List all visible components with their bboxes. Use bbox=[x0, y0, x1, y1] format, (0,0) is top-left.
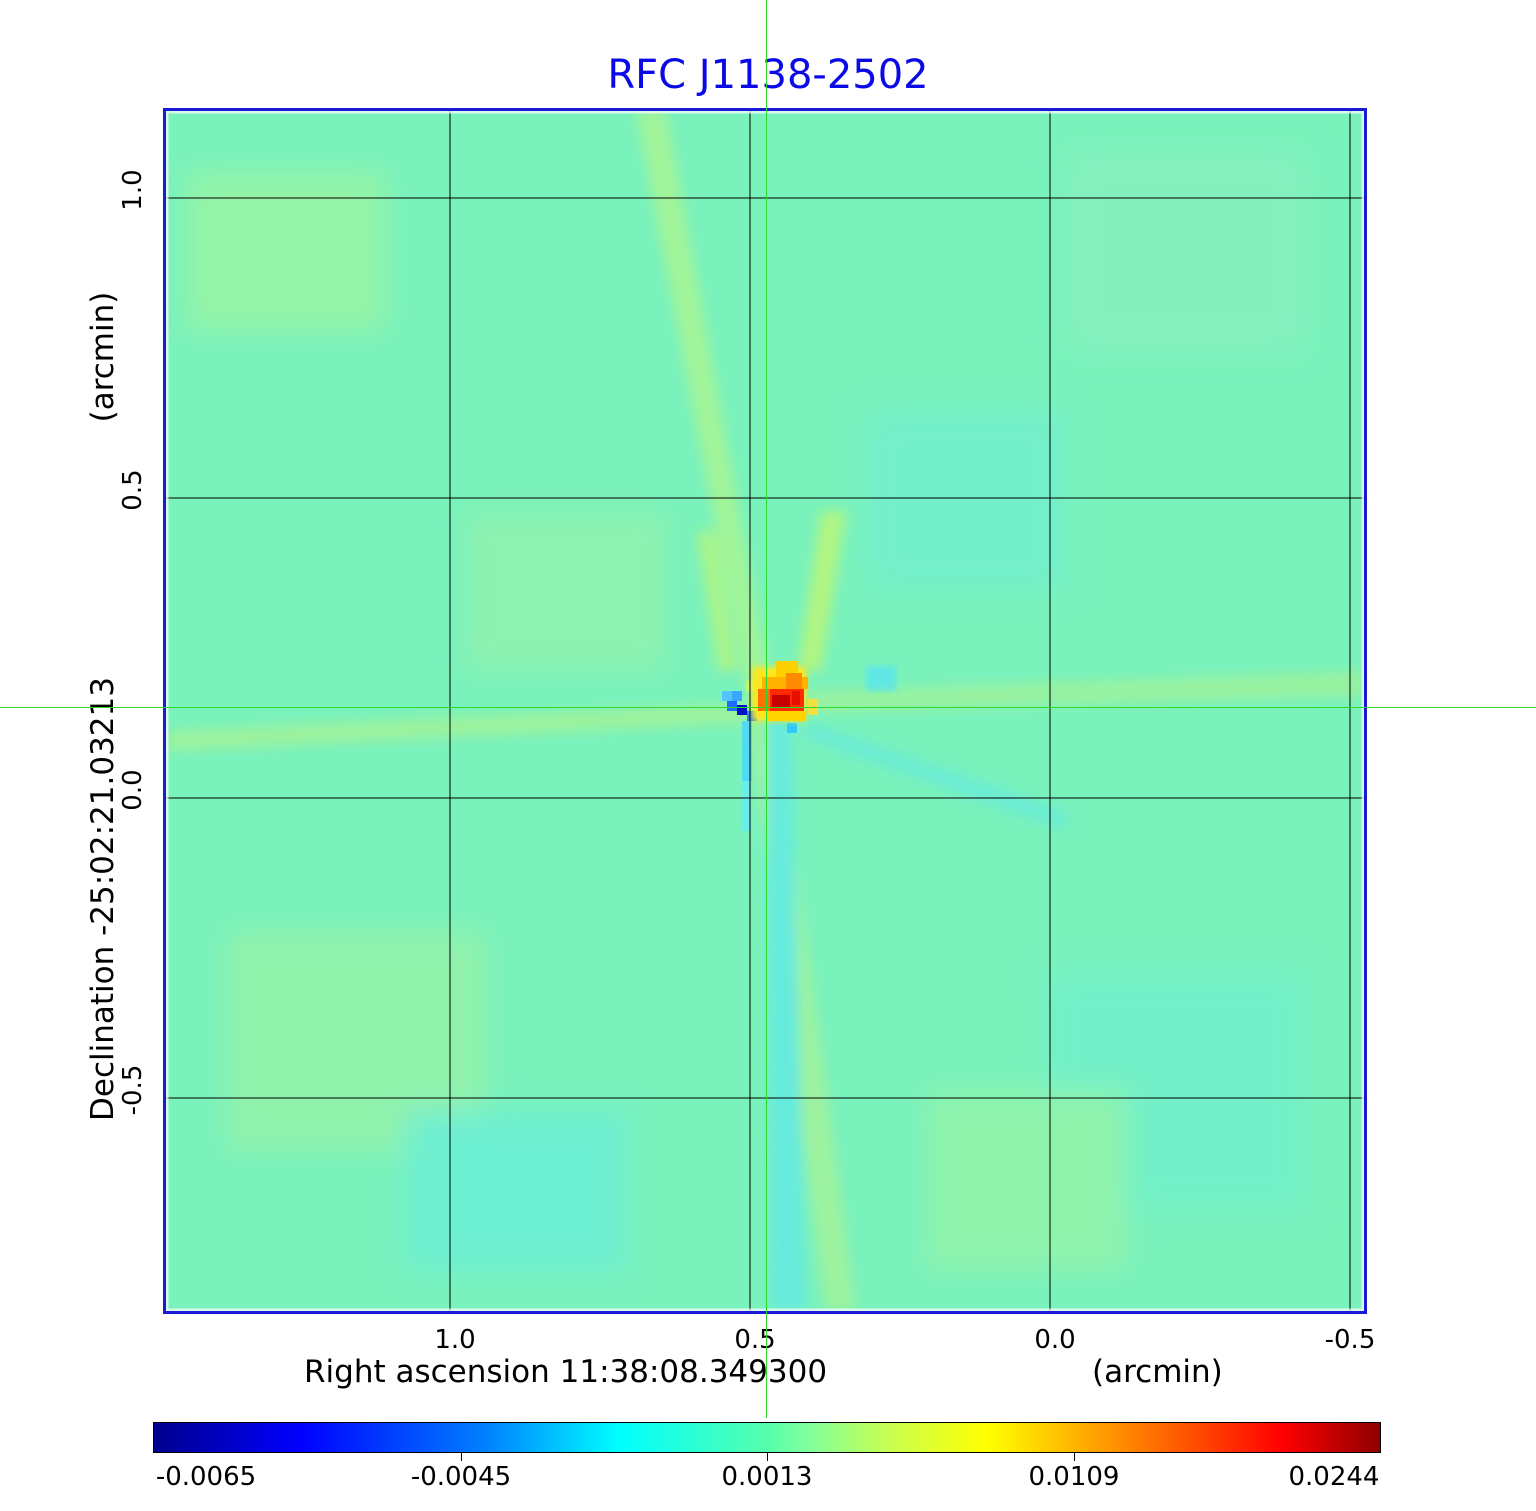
colorbar-tick-mark bbox=[1074, 1453, 1075, 1461]
colorbar-tick-label: 0.0109 bbox=[1028, 1462, 1120, 1492]
source-negative-lobe bbox=[722, 666, 896, 831]
y-axis-unit: (arcmin) bbox=[85, 291, 121, 423]
coordinate-grid bbox=[166, 111, 1364, 1311]
x-tick-label: 1.0 bbox=[434, 1325, 476, 1355]
x-tick-label: 0.0 bbox=[1034, 1325, 1076, 1355]
radio-map-image bbox=[166, 111, 1364, 1311]
colorbar-tick-mark bbox=[767, 1453, 768, 1461]
colorbar-tick-mark bbox=[461, 1453, 462, 1461]
colorbar-tick-label: -0.0065 bbox=[155, 1462, 257, 1492]
y-tick-label: -0.5 bbox=[118, 1064, 148, 1116]
colorbar-tick-label: 0.0013 bbox=[721, 1462, 813, 1492]
x-axis-label: Right ascension 11:38:08.349300 bbox=[304, 1354, 828, 1390]
x-tick-label: 0.5 bbox=[734, 1325, 776, 1355]
source-positive-lobe bbox=[746, 661, 818, 721]
x-tick-label: -0.5 bbox=[1324, 1325, 1376, 1355]
x-axis-unit: (arcmin) bbox=[1092, 1354, 1223, 1390]
y-tick-label: 0.5 bbox=[118, 469, 148, 511]
crosshair-horizontal-line bbox=[0, 707, 1536, 708]
image-title: RFC J1138-2502 bbox=[607, 52, 929, 98]
colorbar-tick-label: 0.0244 bbox=[1288, 1462, 1380, 1492]
y-tick-label: 0.0 bbox=[118, 769, 148, 811]
y-axis-label: Declination -25:02:21.03213 bbox=[85, 677, 121, 1121]
y-tick-label: 1.0 bbox=[118, 169, 148, 211]
colorbar-tick-label: -0.0045 bbox=[410, 1462, 512, 1492]
colorbar bbox=[153, 1422, 1381, 1453]
radio-map[interactable] bbox=[163, 108, 1367, 1314]
crosshair-vertical-line bbox=[766, 0, 767, 1418]
